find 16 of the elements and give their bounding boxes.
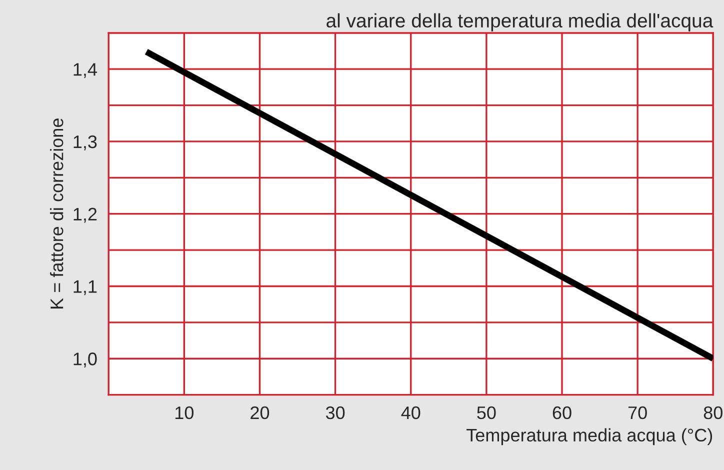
x-axis-title: Temperatura media acqua (°C) (466, 428, 712, 446)
x-tick-label: 10 (176, 406, 194, 420)
y-tick-label: 1,2 (74, 208, 97, 223)
y-axis-title: K = fattore di correzione (50, 118, 64, 308)
y-tick-label: 1,1 (74, 280, 97, 296)
y-tick-label: 1,3 (74, 135, 97, 150)
x-tick-label: 50 (477, 406, 496, 420)
x-tick-label: 70 (628, 406, 647, 420)
x-tick-label: 80 (704, 406, 722, 420)
x-tick-label: 60 (552, 406, 572, 420)
x-tick-label: 40 (401, 406, 420, 420)
y-tick-label: 1,4 (74, 63, 97, 78)
x-tick-label: 20 (250, 406, 270, 420)
y-tick-label: 1,0 (74, 352, 97, 368)
chart-title: al variare della temperatura media dell'acqua (326, 13, 714, 32)
x-tick-label: 30 (326, 406, 345, 420)
